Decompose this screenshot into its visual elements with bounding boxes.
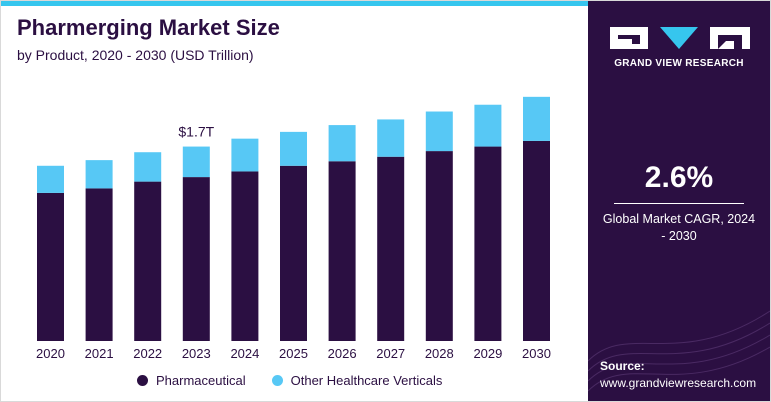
bar-2023-pharmaceutical — [182, 177, 210, 341]
sidebar-panel: GRAND VIEW RESEARCH 2.6% Global Market C… — [588, 1, 770, 401]
accent-bar — [1, 1, 588, 6]
decorative-wave-lines — [588, 310, 770, 392]
x-tick-label-2023: 2023 — [182, 346, 211, 361]
legend-label-other-healthcare: Other Healthcare Verticals — [290, 373, 443, 388]
bar-2030-pharmaceutical — [523, 140, 550, 341]
bar-2022-pharmaceutical — [134, 181, 162, 341]
bar-chart: 2020 2021 2022 2023 $1.7T 2024 2025 2026 2027 202… — [36, 96, 551, 361]
legend-swatch-pharmaceutical — [137, 375, 148, 386]
x-tick-label-2030: 2030 — [522, 346, 551, 361]
bar-2020-other-healthcare — [37, 165, 64, 193]
bar-2025-other-healthcare — [280, 131, 307, 166]
x-tick-label-2028: 2028 — [425, 346, 454, 361]
legend-label-pharmaceutical: Pharmaceutical — [156, 373, 246, 388]
grand-view-research-logo — [610, 27, 750, 49]
bar-2029-pharmaceutical — [474, 146, 502, 341]
bar-2027-other-healthcare — [377, 119, 405, 157]
bar-2022-other-healthcare — [134, 152, 162, 182]
bar-2029-other-healthcare — [474, 104, 502, 147]
chart-subtitle: by Product, 2020 - 2030 (USD Trillion) — [17, 47, 254, 63]
x-tick-label-2027: 2027 — [376, 346, 405, 361]
x-tick-label-2024: 2024 — [230, 346, 259, 361]
cagr-label: Global Market CAGR, 2024 - 2030 — [602, 212, 756, 243]
cagr-value: 2.6% — [644, 161, 714, 194]
legend-item-pharmaceutical: Pharmaceutical — [137, 373, 246, 388]
bar-2020-pharmaceutical — [37, 192, 64, 341]
bar-2024-pharmaceutical — [231, 171, 259, 341]
bar-2030-other-healthcare — [523, 96, 550, 141]
bar-2021-other-healthcare — [85, 160, 113, 189]
chart-title: Pharmerging Market Size — [17, 15, 280, 40]
bar-2023-other-healthcare — [182, 146, 210, 178]
x-tick-label-2029: 2029 — [473, 346, 502, 361]
bar-2025-pharmaceutical — [280, 165, 307, 341]
chart-legend: Pharmaceutical Other Healthcare Vertical… — [137, 373, 468, 388]
bar-2021-pharmaceutical — [85, 188, 113, 341]
source-label: Source: — [600, 359, 645, 373]
x-tick-label-2025: 2025 — [279, 346, 308, 361]
data-label-2023: $1.7T — [178, 124, 214, 140]
legend-item-other-healthcare: Other Healthcare Verticals — [271, 373, 443, 388]
bar-2027-pharmaceutical — [377, 156, 405, 341]
source-url[interactable]: www.grandviewresearch.com — [600, 376, 757, 390]
bar-2026-other-healthcare — [328, 125, 356, 162]
x-tick-label-2021: 2021 — [85, 346, 114, 361]
brand-name: GRAND VIEW RESEARCH — [614, 58, 744, 69]
x-tick-label-2026: 2026 — [328, 346, 357, 361]
bar-2028-pharmaceutical — [425, 151, 453, 341]
legend-swatch-other-healthcare — [271, 375, 283, 386]
cagr-divider — [614, 203, 744, 204]
x-tick-label-2020: 2020 — [36, 346, 65, 361]
bar-2026-pharmaceutical — [328, 161, 356, 341]
x-tick-label-2022: 2022 — [133, 346, 162, 361]
bar-2028-other-healthcare — [425, 111, 453, 152]
bar-2024-other-healthcare — [231, 138, 259, 172]
